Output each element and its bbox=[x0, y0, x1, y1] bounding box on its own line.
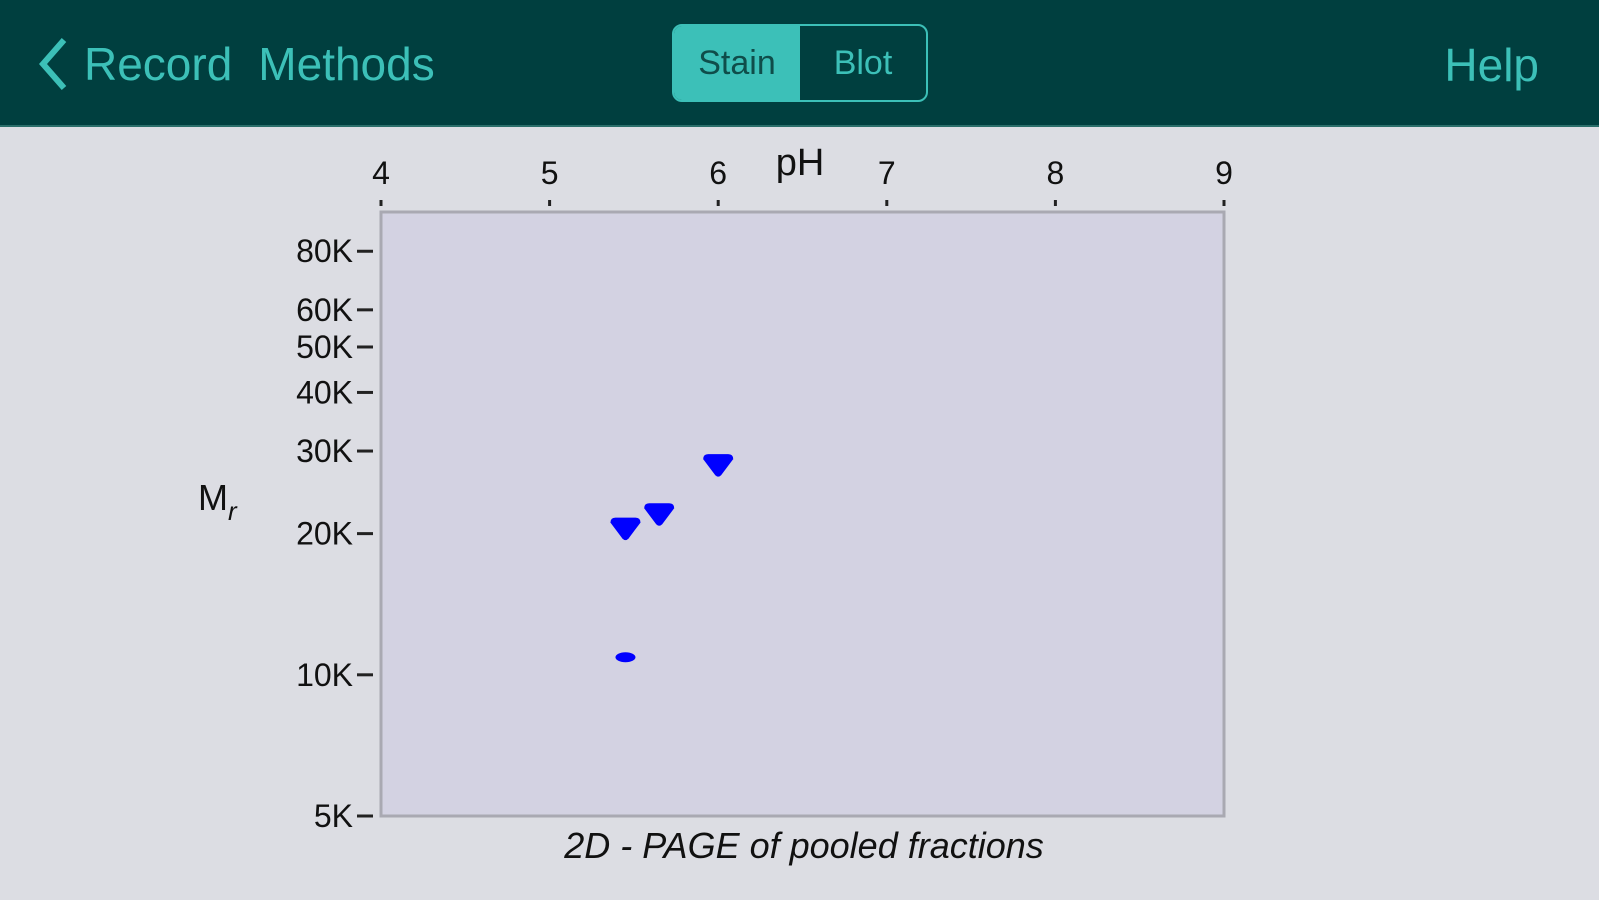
y-axis-label: Mr bbox=[198, 477, 238, 526]
protein-spot bbox=[703, 454, 734, 477]
plot-area bbox=[379, 210, 1226, 818]
x-tick-label: 9 bbox=[1215, 155, 1233, 191]
protein-spot bbox=[644, 503, 675, 526]
back-label: Record bbox=[84, 38, 233, 90]
back-button[interactable]: Record Methods bbox=[38, 36, 435, 92]
chart-title: 2D - PAGE of pooled fractions bbox=[563, 825, 1044, 866]
x-tick-label: 8 bbox=[1047, 155, 1065, 191]
y-tick-label: 50K bbox=[296, 329, 353, 365]
segment-blot[interactable]: Blot bbox=[833, 43, 893, 82]
x-tick-label: 7 bbox=[878, 155, 896, 191]
chevron-left-icon bbox=[39, 38, 67, 90]
x-tick-label: 4 bbox=[372, 155, 390, 191]
x-axis-label: pH bbox=[776, 142, 825, 184]
segment-stain[interactable]: Stain bbox=[674, 26, 800, 100]
y-tick-label: 30K bbox=[296, 433, 353, 469]
nav-bar: Record Methods Stain Blot Help bbox=[0, 0, 1599, 127]
y-tick-label: 10K bbox=[296, 657, 353, 693]
protein-spot bbox=[615, 652, 636, 663]
y-tick-label: 60K bbox=[296, 292, 353, 328]
x-tick-label: 6 bbox=[709, 155, 727, 191]
y-tick-label: 80K bbox=[296, 233, 353, 269]
help-button[interactable]: Help bbox=[1444, 39, 1539, 91]
y-tick-label: 40K bbox=[296, 374, 353, 410]
protein-spot bbox=[610, 517, 641, 541]
stain-blot-segmented-control: Stain Blot bbox=[672, 24, 928, 102]
y-tick-label: 5K bbox=[314, 798, 353, 834]
y-tick-label: 20K bbox=[296, 516, 353, 552]
page-title: Methods bbox=[258, 38, 435, 90]
x-tick-label: 5 bbox=[541, 155, 559, 191]
